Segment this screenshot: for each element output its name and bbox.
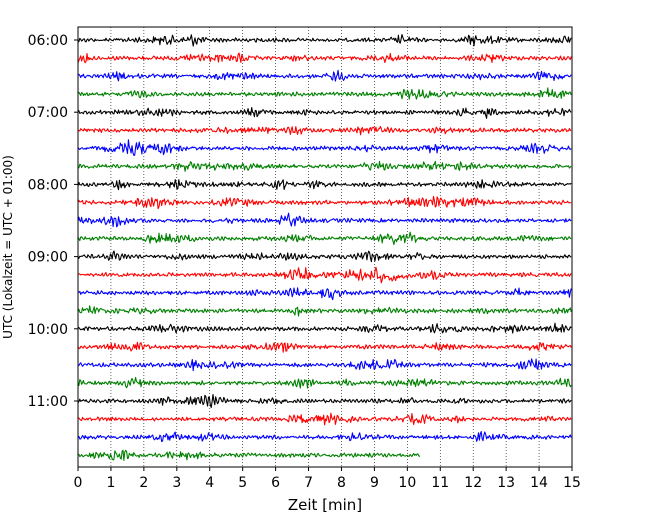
x-axis-ticks: 0 1 2 3 4 5 6 7 8 9 10 11 12 13 14 15 [74, 467, 581, 491]
trace-1100 [77, 393, 572, 409]
x-tick-label-0: 0 [74, 475, 83, 491]
trace-0730 [77, 139, 572, 156]
x-tick-label-1: 1 [106, 475, 115, 491]
grid-lines [110, 27, 540, 467]
trace-0915 [77, 266, 572, 284]
trace-0715 [77, 125, 572, 136]
x-tick-label-14: 14 [530, 475, 548, 491]
trace-1130 [77, 430, 572, 443]
trace-0945 [77, 305, 572, 317]
x-tick-label-3: 3 [172, 475, 181, 491]
trace-0615 [77, 52, 572, 64]
y-tick-label-1000: 10:00 [28, 322, 68, 338]
trace-1115 [77, 412, 572, 426]
trace-0630 [77, 69, 572, 82]
y-axis-ticks: 06:00 07:00 08:00 09:00 10:00 11:00 [28, 33, 78, 410]
y-tick-label-0600: 06:00 [28, 33, 68, 49]
trace-0800 [77, 179, 572, 191]
trace-0700 [77, 107, 572, 119]
x-tick-label-10: 10 [398, 475, 416, 491]
trace-1000 [77, 322, 572, 334]
x-tick-label-6: 6 [271, 475, 280, 491]
trace-0815 [77, 195, 572, 210]
x-tick-label-15: 15 [563, 475, 581, 491]
y-tick-label-1100: 11:00 [28, 394, 68, 410]
x-tick-label-4: 4 [205, 475, 214, 491]
x-tick-label-2: 2 [139, 475, 148, 491]
x-axis-label: Zeit [min] [288, 496, 362, 514]
trace-0830 [77, 212, 572, 228]
x-tick-label-7: 7 [304, 475, 313, 491]
x-tick-label-11: 11 [431, 475, 449, 491]
trace-1045 [77, 376, 572, 389]
seismic-traces [77, 33, 572, 461]
trace-0645 [77, 87, 572, 100]
plot-frame [77, 26, 573, 468]
trace-1015 [77, 341, 572, 353]
trace-0600 [77, 33, 572, 47]
x-tick-label-9: 9 [370, 475, 379, 491]
x-tick-label-13: 13 [497, 475, 515, 491]
trace-1145 [77, 449, 421, 461]
x-tick-label-12: 12 [464, 475, 482, 491]
y-tick-label-0900: 09:00 [28, 250, 68, 266]
y-tick-label-0700: 07:00 [28, 105, 68, 121]
y-tick-label-0800: 08:00 [28, 177, 68, 193]
trace-0845 [77, 231, 572, 246]
y-axis-label: UTC (Lokalzeit = UTC + 01:00) [1, 155, 15, 339]
trace-0930 [77, 287, 572, 301]
trace-0745 [77, 160, 572, 172]
trace-0900 [77, 250, 572, 263]
trace-1030 [77, 358, 572, 372]
x-tick-label-5: 5 [238, 475, 247, 491]
x-tick-label-8: 8 [337, 475, 346, 491]
